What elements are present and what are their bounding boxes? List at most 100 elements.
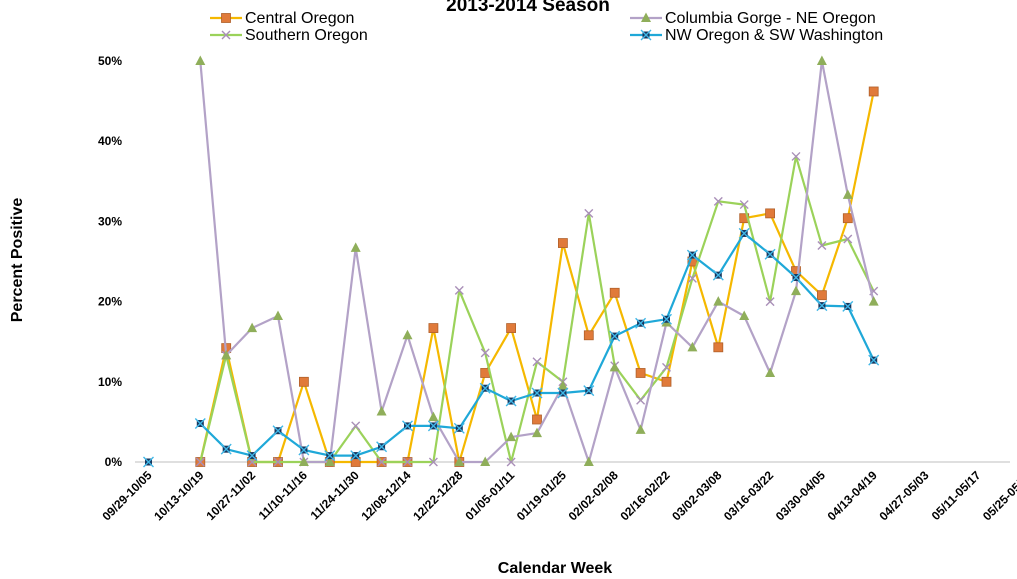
data-point (221, 13, 231, 23)
data-point (298, 456, 309, 466)
data-point (376, 441, 388, 453)
data-point (661, 313, 672, 325)
x-tick-label: 10/13-10/19 (151, 468, 206, 523)
chart-title: 2013-2014 Season (446, 0, 610, 16)
data-point (842, 213, 853, 224)
data-point (583, 330, 594, 341)
data-point (376, 405, 387, 416)
data-point (868, 296, 879, 306)
x-tick-label: 02/16-02/22 (617, 468, 672, 523)
data-point (479, 382, 491, 394)
data-point (640, 29, 652, 41)
x-tick-label: 12/08-12/14 (358, 468, 413, 523)
x-tick-label: 05/25-05/31 (980, 468, 1017, 523)
data-point (816, 55, 827, 65)
data-point (427, 420, 439, 432)
data-point (195, 457, 205, 467)
data-point (738, 227, 750, 239)
x-axis: 09/29-10/0510/13-10/1910/27-11/0211/10-1… (99, 468, 1017, 523)
data-point (583, 456, 594, 466)
data-point (557, 380, 568, 390)
legend-label: Central Oregon (245, 10, 354, 27)
data-point (764, 248, 776, 260)
x-tick-label: 02/02-02/08 (566, 468, 621, 523)
data-point (739, 200, 749, 210)
data-point (868, 354, 880, 366)
data-point (557, 387, 569, 399)
data-point (713, 342, 724, 353)
data-point (506, 323, 517, 333)
data-point (712, 269, 724, 281)
data-point (273, 310, 283, 321)
data-point (791, 285, 801, 296)
data-point (532, 414, 542, 425)
legend-label: NW Oregon & SW Washington (665, 27, 883, 44)
data-point (558, 238, 568, 248)
data-point (428, 457, 438, 467)
data-point (221, 30, 231, 40)
data-point (272, 425, 284, 437)
y-axis-title: Percent Positive (9, 198, 26, 323)
series-line (199, 91, 875, 464)
data-point (816, 300, 828, 312)
data-point (453, 422, 465, 434)
legend-item: Central Oregon (210, 10, 354, 27)
data-point (480, 456, 491, 466)
x-tick-label: 03/30-04/05 (773, 468, 828, 523)
data-point (868, 86, 879, 97)
data-point (324, 456, 335, 466)
y-axis: 0% 10% 20% 30% 40% 50% (98, 54, 122, 469)
data-point (817, 240, 827, 250)
data-point (641, 12, 651, 22)
data-point (765, 367, 776, 377)
data-point (247, 322, 258, 333)
data-point (377, 457, 387, 467)
x-tick-label: 09/29-10/05 (99, 468, 154, 523)
data-point (324, 450, 336, 462)
data-point (609, 361, 620, 372)
data-point (454, 456, 465, 466)
data-point (765, 297, 775, 307)
legend-item: Southern Oregon (210, 27, 368, 44)
data-point (351, 421, 361, 431)
data-point (195, 55, 206, 65)
data-point (194, 418, 206, 429)
y-tick-label: 30% (98, 214, 122, 228)
data-point (635, 368, 646, 378)
y-tick-label: 10% (98, 375, 122, 389)
data-point (532, 427, 542, 438)
data-point (713, 196, 723, 206)
data-point (402, 420, 413, 432)
x-tick-label: 12/22-12/28 (410, 468, 465, 523)
data-point (765, 208, 775, 219)
data-point (454, 285, 464, 295)
x-tick-label: 04/27-05/03 (876, 468, 931, 523)
series-columbia-gorge-ne-oregon (195, 55, 879, 466)
data-point (609, 287, 620, 298)
data-point (506, 457, 516, 467)
data-point (713, 296, 724, 306)
x-tick-label: 05/11-05/17 (929, 468, 984, 523)
data-point (246, 450, 258, 462)
data-point (635, 424, 646, 434)
data-point (403, 457, 412, 467)
data-point (661, 376, 672, 387)
legend-label: Columbia Gorge - NE Oregon (665, 10, 876, 27)
legend-item: NW Oregon & SW Washington (630, 27, 883, 44)
y-tick-label: 40% (98, 134, 122, 148)
x-tick-label: 03/16-03/22 (721, 468, 776, 523)
data-point (687, 341, 698, 352)
data-point (505, 395, 517, 407)
data-point (350, 450, 362, 462)
y-tick-label: 50% (98, 54, 122, 68)
data-point (843, 234, 853, 244)
data-point (428, 323, 439, 333)
data-point (739, 310, 750, 321)
x-tick-label: 11/10-11/16 (256, 468, 310, 522)
data-point (298, 444, 310, 456)
data-point (636, 395, 646, 405)
series-central-oregon (195, 86, 879, 467)
data-point (635, 317, 647, 329)
data-point (220, 443, 232, 455)
